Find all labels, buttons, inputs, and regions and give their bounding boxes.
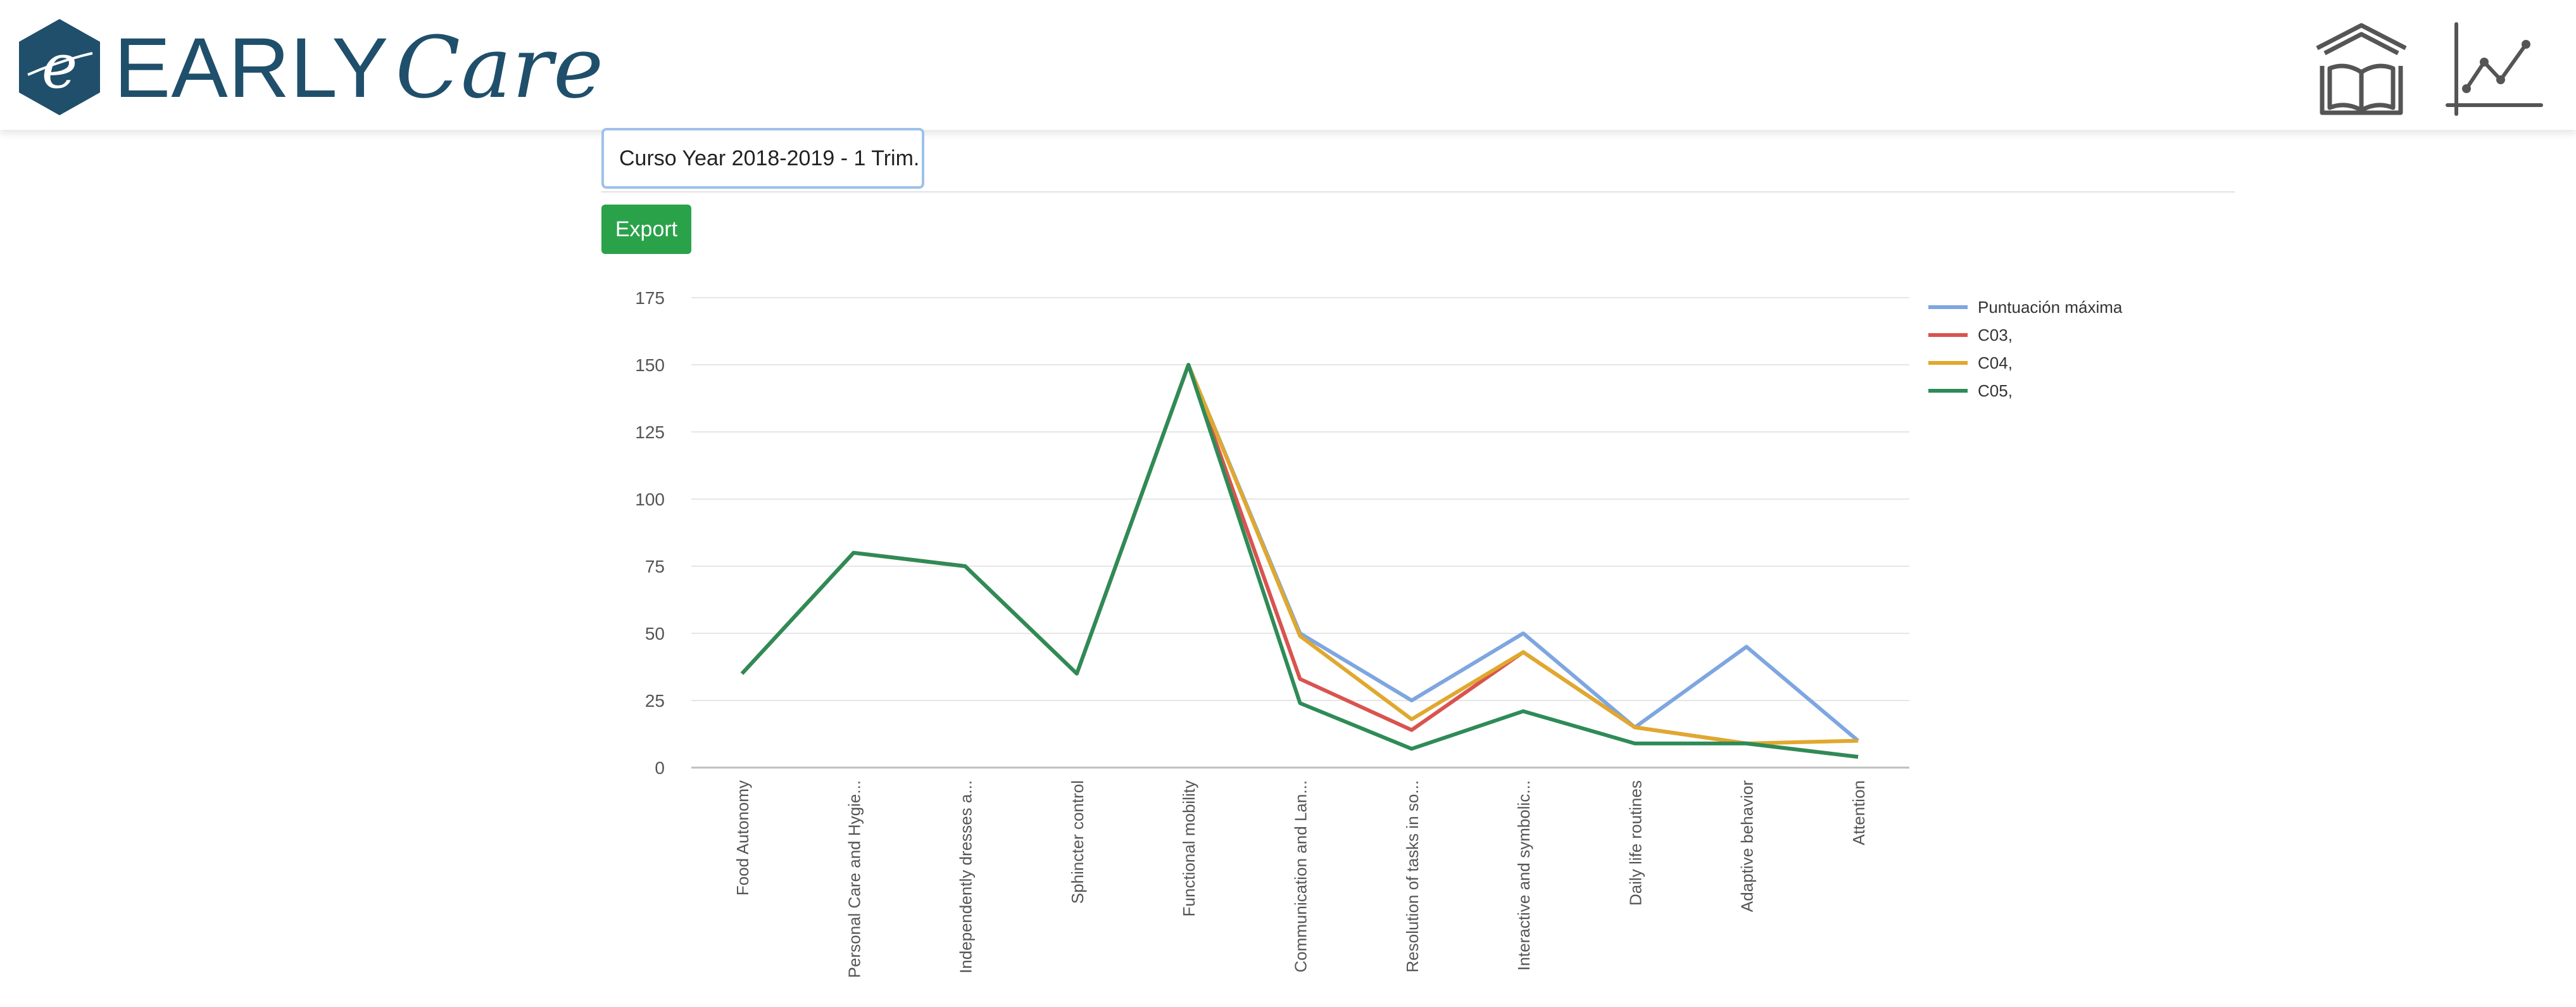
y-tick-label: 25: [645, 691, 665, 711]
x-tick-label: Personal Care and Hygie...: [845, 780, 864, 978]
y-tick-label: 75: [645, 557, 665, 576]
y-tick-label: 125: [635, 422, 665, 442]
x-tick-label: Adaptive behavior: [1738, 780, 1757, 912]
library-book-icon[interactable]: [2311, 19, 2412, 120]
logo-text-early: EARLY: [114, 21, 389, 115]
y-tick-label: 0: [655, 758, 665, 778]
divider: [601, 191, 2235, 193]
x-axis: Food Autonomy Personal Care and Hygie... I…: [733, 780, 1868, 978]
export-button[interactable]: Export: [601, 205, 691, 254]
x-tick-label: Sphincter control: [1068, 780, 1087, 904]
course-selector[interactable]: Curso Year 2018-2019 - 1 Trim.: [601, 128, 924, 189]
series-line: [740, 363, 1859, 742]
chart-series: [740, 363, 1859, 759]
app-header: e EARLYCare: [0, 0, 2576, 130]
e-hexagon-logo-icon: e: [19, 19, 100, 115]
series-line: [740, 363, 1859, 759]
x-tick-label: Resolution of tasks in so...: [1403, 780, 1422, 972]
x-tick-label: Interactive and symbolic...: [1514, 780, 1533, 971]
legend-label: C03,: [1978, 326, 2013, 345]
x-tick-label: Daily life routines: [1626, 780, 1645, 906]
y-tick-label: 100: [635, 490, 665, 509]
x-tick-label: Food Autonomy: [733, 780, 752, 896]
line-chart-icon[interactable]: [2444, 19, 2545, 120]
y-axis: 0 25 50 75 100 125 150 175: [635, 288, 665, 778]
legend-label: C05,: [1978, 381, 2013, 400]
legend-label: C04,: [1978, 353, 2013, 372]
x-tick-label: Independently dresses a...: [957, 780, 976, 973]
y-tick-label: 150: [635, 355, 665, 375]
app-logo-text: EARLYCare: [114, 20, 604, 116]
y-tick-label: 50: [645, 624, 665, 643]
chart-legend: Puntuación máxima C03, C04, C05,: [1928, 298, 2123, 400]
chart-grid: [691, 297, 1909, 769]
x-tick-label: Communication and Lan...: [1291, 780, 1310, 973]
legend-label: Puntuación máxima: [1978, 298, 2123, 317]
x-tick-label: Attention: [1849, 780, 1868, 846]
x-tick-label: Functional mobility: [1179, 780, 1198, 916]
y-tick-label: 175: [635, 288, 665, 308]
logo-text-care: Care: [395, 18, 605, 117]
